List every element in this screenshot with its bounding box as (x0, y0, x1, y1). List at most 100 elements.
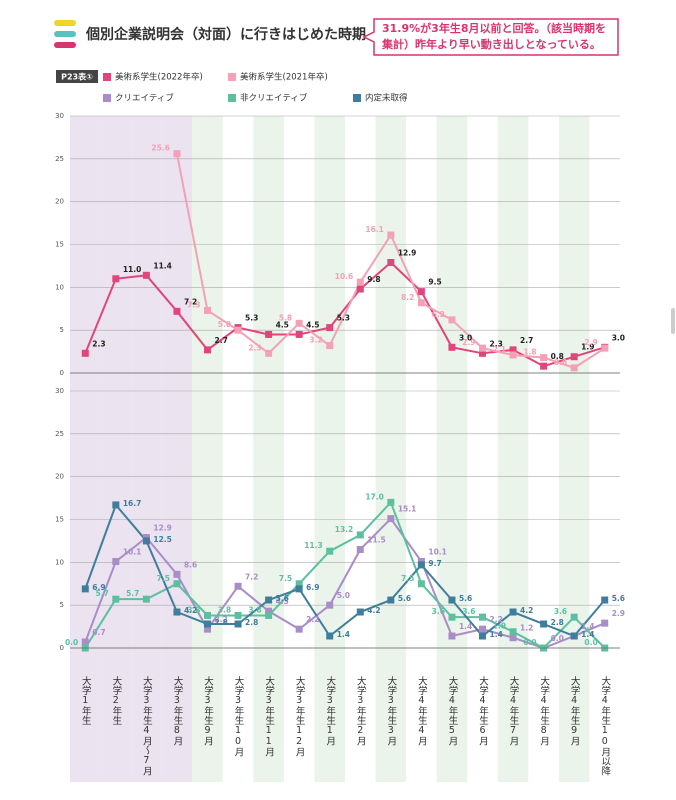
marker (265, 596, 273, 604)
value-label: 1.8 (523, 348, 536, 357)
y-tick-label: 5 (60, 601, 64, 609)
value-label: 16.7 (123, 499, 142, 508)
value-label: 2.9 (462, 338, 475, 347)
value-label: 3.8 (218, 605, 231, 614)
marker (265, 611, 273, 619)
column-shade (436, 116, 468, 782)
marker (509, 351, 517, 359)
marker (234, 611, 242, 619)
marker (387, 596, 395, 604)
annotation: 集計）昨年より早い動き出しとなっている。 (381, 37, 601, 51)
value-label: 16.1 (365, 225, 384, 234)
marker (356, 285, 364, 293)
marker (204, 306, 211, 314)
x-tick-label: 大学3年生9月 (202, 675, 214, 746)
x-tick-label: 大学3年生2月 (355, 675, 367, 746)
value-label: 6.9 (306, 583, 319, 592)
value-label: 0.0 (65, 638, 78, 647)
x-tick-label: 大学4年生8月 (538, 675, 550, 746)
marker (142, 537, 150, 545)
column-shade (497, 116, 529, 782)
value-label: 0.6 (554, 358, 567, 367)
marker (295, 330, 303, 338)
y-tick-label: 20 (55, 198, 64, 206)
marker (417, 561, 425, 569)
series-line (84, 500, 606, 650)
x-tick-label: 大学4年生6月 (477, 675, 489, 746)
column-shade (131, 116, 162, 782)
marker (509, 628, 517, 636)
value-label: 7.2 (184, 297, 197, 306)
marker (448, 632, 456, 640)
value-label: 2.7 (215, 336, 228, 345)
annotation: 31.9%が3年生8月以前と回答。（該当時期を (382, 21, 606, 35)
value-label: 1.4 (581, 622, 594, 631)
value-label: 5.7 (126, 589, 139, 598)
value-label: 17.0 (365, 492, 384, 501)
y-tick-label: 15 (55, 516, 64, 524)
marker (295, 580, 303, 588)
marker (479, 349, 486, 357)
legend-swatch (228, 94, 236, 102)
value-label: 3.6 (432, 607, 445, 616)
value-label: 5.6 (612, 594, 625, 603)
value-label: 2.8 (215, 618, 228, 627)
column-shade (70, 116, 101, 782)
marker (112, 557, 120, 565)
value-label: 25.6 (151, 144, 170, 153)
value-label: 7.2 (245, 572, 258, 581)
series-line (84, 261, 606, 368)
marker (479, 613, 486, 621)
x-tick-label: 大学4年生9月 (569, 675, 581, 746)
marker (417, 299, 425, 307)
marker (295, 319, 303, 327)
marker (204, 346, 211, 354)
value-label: 4.2 (367, 606, 380, 615)
marker (448, 596, 456, 604)
marker (509, 346, 517, 354)
header-stripe (54, 20, 76, 26)
marker (448, 316, 456, 324)
value-label: 1.4 (490, 630, 503, 639)
value-label: 1.4 (581, 630, 594, 639)
marker (479, 625, 486, 633)
value-label: 2.2 (215, 615, 228, 624)
x-tick-label: 大学4年生7月 (508, 675, 520, 746)
value-label: 3.0 (459, 333, 472, 342)
value-label: 2.3 (490, 339, 503, 348)
value-label: 2.8 (551, 618, 564, 627)
value-label: 3.6 (462, 607, 475, 616)
value-label: 0.7 (92, 628, 105, 637)
marker (326, 601, 334, 609)
marker (387, 515, 395, 523)
value-label: 0.0 (551, 634, 564, 643)
value-label: 2.3 (92, 339, 105, 348)
marker (601, 596, 609, 604)
marker (173, 307, 181, 315)
marker (265, 349, 273, 357)
marker (326, 342, 334, 350)
legend-label: 非クリエイティブ (240, 93, 308, 104)
column-shade (253, 116, 284, 782)
value-label: 9.7 (428, 559, 441, 568)
marker (509, 634, 517, 642)
value-label: 12.5 (153, 535, 172, 544)
value-label: 10.1 (123, 547, 142, 556)
legend-label: 美術系学生(2021年卒) (240, 72, 328, 83)
value-label: 0.8 (551, 352, 564, 361)
value-label: 10.6 (335, 272, 354, 281)
marker (81, 638, 89, 646)
marker (448, 343, 456, 351)
marker (112, 595, 120, 603)
value-label: 1.4 (337, 630, 350, 639)
y-tick-label: 30 (55, 387, 64, 395)
value-label: 4.2 (520, 606, 533, 615)
y-tick-label: 25 (55, 430, 64, 438)
value-label: 3.8 (187, 605, 200, 614)
legend-swatch (228, 73, 236, 81)
marker (142, 271, 150, 279)
column-shade (100, 116, 132, 782)
marker (509, 608, 517, 616)
column-shade (161, 116, 193, 782)
value-label: 5.6 (276, 594, 289, 603)
